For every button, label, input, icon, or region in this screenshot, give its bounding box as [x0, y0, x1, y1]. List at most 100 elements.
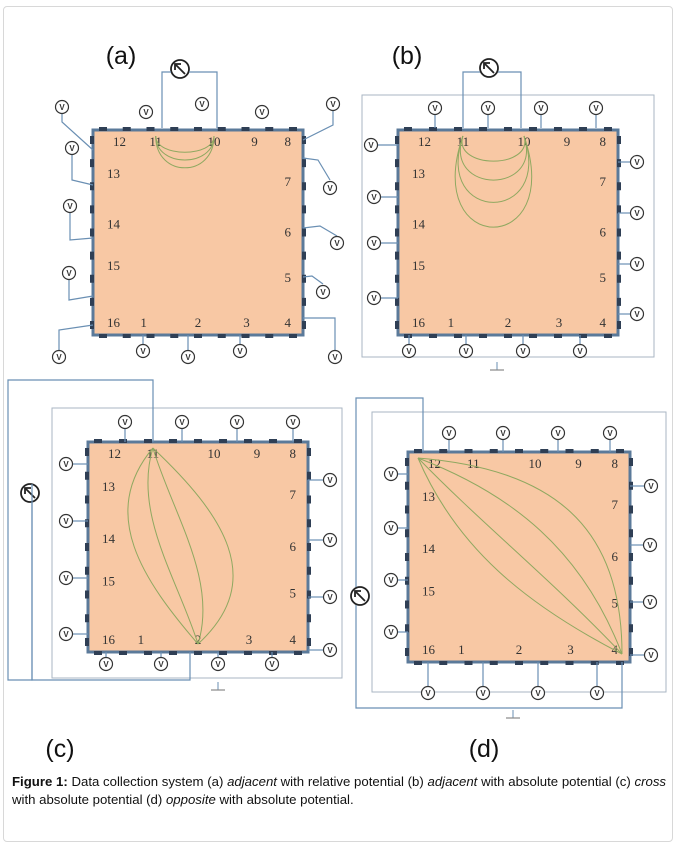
electrode-tab [464, 449, 473, 453]
electrode-tab [395, 205, 399, 214]
voltmeter-icon: V [229, 414, 245, 430]
electrode-tab [629, 505, 633, 514]
electrode-tab [617, 228, 621, 237]
wire [498, 71, 522, 128]
voltmeter-icon: V [602, 425, 618, 441]
voltmeter-icon: V [138, 104, 154, 120]
current-source-icon [350, 586, 370, 606]
voltmeter-circle [327, 349, 343, 365]
pin-label: 13 [102, 479, 115, 494]
figure-frame [3, 6, 673, 842]
voltmeter-circle [232, 343, 248, 359]
electrode-tab [617, 321, 621, 329]
voltmeter-symbol: V [63, 517, 69, 526]
panel-frame [371, 411, 667, 693]
voltmeter-icon: V [264, 656, 280, 672]
voltmeter-symbol: V [320, 288, 326, 297]
electrode-tab [629, 600, 633, 609]
wire [302, 225, 338, 237]
field-line [155, 135, 215, 169]
electrode-tab [85, 519, 89, 528]
voltmeter-icon: V [254, 104, 270, 120]
source-arrow-head [24, 487, 31, 494]
pin-label: 13 [422, 489, 435, 504]
voltmeter-symbol: V [368, 141, 374, 150]
voltmeter-symbol: V [327, 536, 333, 545]
electrode-tab [122, 334, 131, 338]
voltmeter-symbol: V [327, 646, 333, 655]
panel-frame [51, 407, 343, 679]
voltmeter-icon: V [383, 466, 399, 482]
voltmeter-icon: V [327, 349, 343, 365]
voltmeter-icon: V [383, 624, 399, 640]
voltmeter-symbol: V [179, 418, 185, 427]
pin-label: 16 [412, 315, 426, 330]
voltmeter-circle [61, 265, 77, 281]
panel-frame [361, 94, 655, 358]
pin-label: 1 [140, 315, 147, 330]
voltmeter-symbol: V [388, 576, 394, 585]
electrode-tab [629, 624, 633, 633]
voltmeter-symbol: V [432, 104, 438, 113]
pin-label: 2 [505, 315, 512, 330]
electrode-tab [122, 127, 131, 131]
voltmeter-symbol: V [143, 108, 149, 117]
voltmeter-symbol: V [577, 347, 583, 356]
electrode-tab [85, 543, 89, 551]
voltmeter-circle [54, 99, 70, 115]
voltmeter-circle [588, 100, 604, 116]
voltmeter-icon: V [117, 414, 133, 430]
electrode-tab [617, 136, 621, 144]
voltmeter-circle [194, 96, 210, 112]
electrode-tab [90, 136, 94, 144]
conductive-plate [91, 128, 305, 337]
voltmeter-circle [420, 685, 436, 701]
wire [302, 111, 334, 141]
voltmeter-symbol: V [158, 660, 164, 669]
voltmeter-circle [629, 154, 645, 170]
voltmeter-symbol: V [594, 689, 600, 698]
voltmeter-symbol: V [334, 239, 340, 248]
voltmeter-icon: V [194, 96, 210, 112]
voltmeter-symbol: V [406, 347, 412, 356]
voltmeter-icon: V [480, 100, 496, 116]
voltmeter-circle [174, 414, 190, 430]
electrode-tab [244, 439, 252, 443]
voltmeter-circle [138, 104, 154, 120]
source-arrow-shaft [484, 63, 495, 74]
voltmeter-icon: V [322, 472, 338, 488]
voltmeter-icon: V [458, 343, 474, 359]
pin-label: 12 [113, 134, 126, 149]
voltmeter-circle [629, 256, 645, 272]
electrode-tab [244, 651, 252, 655]
voltmeter-icon: V [180, 349, 196, 365]
wire [302, 157, 331, 181]
electrode-tab [504, 334, 512, 338]
voltmeter-icon: V [366, 290, 382, 306]
electrode-tab [119, 651, 127, 655]
electrode-tab [170, 127, 179, 131]
field-line [155, 135, 215, 161]
pin-label: 9 [254, 446, 261, 461]
voltmeter-icon: V [58, 456, 74, 472]
electrode-tab [405, 576, 409, 585]
voltmeter-icon: V [363, 137, 379, 153]
wire [161, 71, 171, 128]
voltmeter-symbol: V [388, 524, 394, 533]
voltmeter-circle [322, 532, 338, 548]
voltmeter-icon: V [322, 180, 338, 196]
electrode-tab [289, 334, 297, 338]
voltmeter-circle [366, 189, 382, 205]
caption-part: with absolute potential. [215, 792, 354, 807]
voltmeter-circle [329, 235, 345, 251]
electrode-tab [169, 439, 177, 443]
electrode-tab [269, 439, 277, 443]
voltmeter-symbol: V [388, 628, 394, 637]
electrode-tab [590, 449, 599, 453]
voltmeter-symbol: V [67, 202, 73, 211]
voltmeter-icon: V [329, 235, 345, 251]
voltmeter-icon: V [629, 256, 645, 272]
voltmeter-symbol: V [634, 158, 640, 167]
voltmeter-symbol: V [330, 100, 336, 109]
